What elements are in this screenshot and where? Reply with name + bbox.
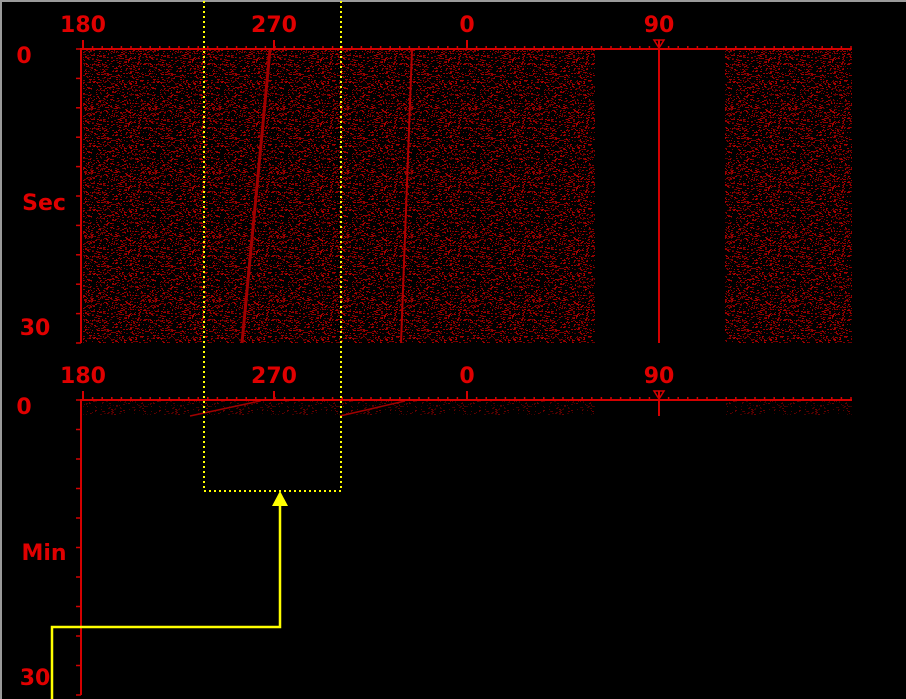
time-unit-label: Sec <box>22 191 66 216</box>
contact-trace <box>240 49 272 344</box>
bearing-label: 90 <box>644 13 675 38</box>
time-start-label: 0 <box>16 44 31 69</box>
lower-panel: 180 270 0 90 0 Min 30 <box>16 364 852 696</box>
upper-panel: 180 270 0 90 0 Sec 30 <box>16 13 852 344</box>
waterfall-noise <box>83 401 595 415</box>
waterfall-noise <box>725 401 852 415</box>
time-end-label: 30 <box>20 666 51 691</box>
bearing-label: 270 <box>251 13 297 38</box>
bearing-label: 0 <box>459 13 474 38</box>
time-start-label: 0 <box>16 395 31 420</box>
waterfall-noise <box>83 50 595 343</box>
bearing-label: 90 <box>644 364 675 389</box>
bearing-label: 270 <box>251 364 297 389</box>
contact-trace <box>400 49 413 344</box>
bearing-label: 180 <box>60 13 106 38</box>
callout-arrow <box>50 503 282 699</box>
time-end-label: 30 <box>20 316 51 341</box>
waterfall-noise <box>725 50 852 343</box>
bearing-label: 0 <box>459 364 474 389</box>
callout-arrowhead <box>272 491 288 506</box>
contact-trace <box>189 400 406 417</box>
time-unit-label: Min <box>21 541 66 566</box>
bearing-label: 180 <box>60 364 106 389</box>
